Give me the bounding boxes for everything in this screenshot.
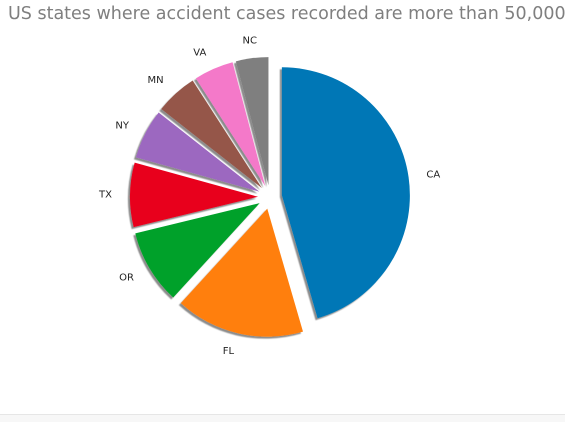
slice-label-ca: CA <box>426 170 440 181</box>
pie-slice-ny <box>135 112 260 192</box>
chart-title: US states where accident cases recorded … <box>8 4 565 24</box>
slice-label-tx: TX <box>98 190 112 201</box>
pie-slice-mn <box>161 80 262 189</box>
pie-slice-or <box>135 203 260 298</box>
pie-slice-va <box>195 62 266 187</box>
pie-slice-nc <box>235 57 269 186</box>
slice-label-or: OR <box>119 272 134 283</box>
pie-slice-ca <box>281 67 410 319</box>
slice-label-nc: NC <box>242 35 256 46</box>
slice-label-mn: MN <box>148 75 164 86</box>
pie-slice-tx <box>130 162 259 228</box>
slice-label-va: VA <box>193 47 206 58</box>
slice-label-ny: NY <box>115 121 129 132</box>
pie-slice-fl <box>180 208 303 337</box>
bottom-bar <box>0 414 565 422</box>
slice-label-fl: FL <box>223 346 235 357</box>
